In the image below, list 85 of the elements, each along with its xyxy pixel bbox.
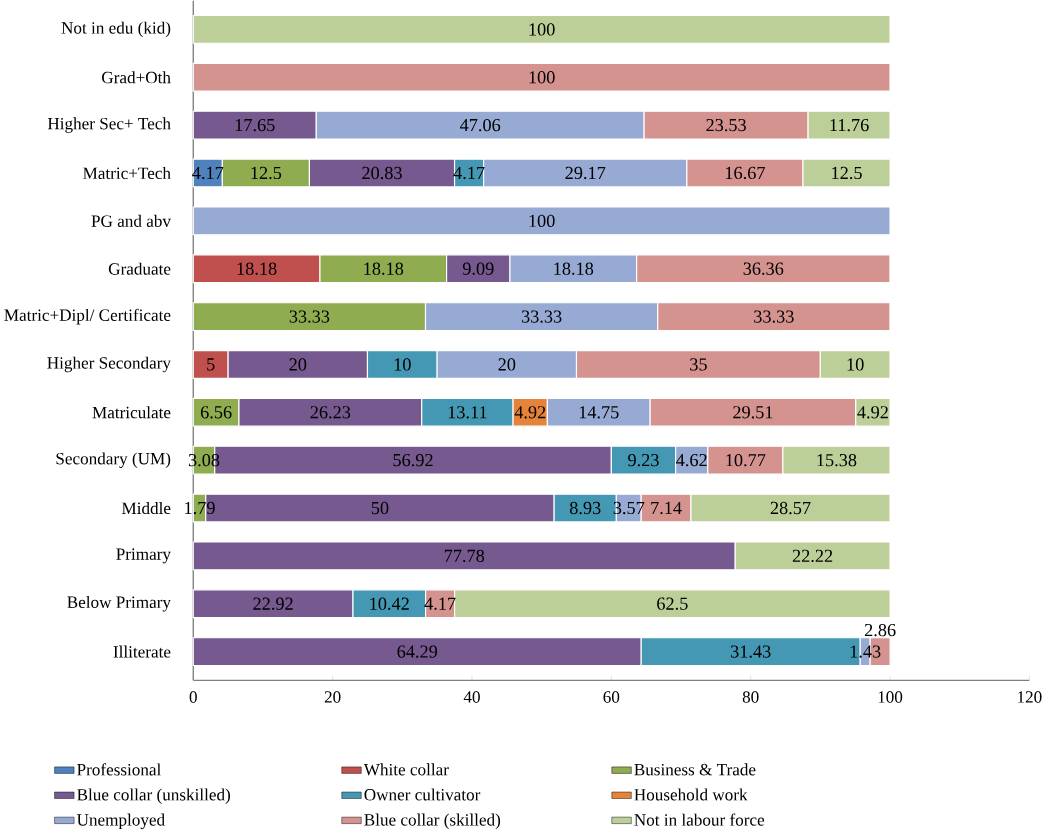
x-tick-label: 20 [324, 691, 341, 703]
data-label: 13.11 [448, 406, 487, 419]
x-tick-label: 0 [189, 691, 197, 703]
data-label: 17.65 [235, 119, 275, 132]
y-tick-label: Grad+Oth [102, 71, 171, 84]
data-label: 33.33 [521, 310, 562, 323]
data-label: 26.23 [310, 406, 351, 419]
y-tick-label: Matriculate [92, 406, 171, 419]
data-label: 5 [207, 358, 215, 371]
data-label: 100 [529, 214, 555, 228]
legend-label: Professional [77, 763, 161, 776]
y-tick-label: Secondary (UM) [56, 452, 171, 469]
data-label: 28.57 [770, 501, 811, 515]
data-label: 22.22 [792, 549, 833, 563]
x-tick-label: 80 [742, 691, 759, 703]
data-label: 20 [289, 358, 307, 371]
data-label: 15.38 [817, 454, 857, 467]
data-label: 64.29 [397, 645, 438, 658]
data-label: 62.5 [657, 597, 688, 610]
x-tick-label: 120 [1018, 691, 1042, 703]
legend-label: Business & Trade [634, 763, 756, 776]
bar [192, 15, 891, 44]
data-label: 31.43 [731, 645, 771, 658]
data-label: 100 [529, 23, 555, 36]
data-label: 4.92 [857, 406, 888, 419]
y-tick-label: Illiterate [113, 645, 171, 658]
data-label: 3.57 [613, 501, 645, 515]
data-label: 12.5 [832, 166, 862, 180]
x-tick-label: 40 [463, 691, 480, 703]
data-label: 8.93 [569, 501, 601, 515]
data-label: 10.77 [726, 454, 766, 467]
data-label: 4.92 [514, 406, 546, 419]
data-label: 9.09 [462, 262, 494, 276]
data-label: 23.53 [706, 119, 746, 132]
data-label: 4.62 [676, 454, 707, 467]
data-label: 2.86 [864, 624, 896, 637]
data-label: 29.51 [733, 406, 773, 419]
y-tick-label: PG and abv [91, 214, 171, 227]
data-label: 12.5 [251, 166, 282, 180]
data-label: 36.36 [743, 262, 784, 275]
y-tick-label: Higher Secondary [47, 356, 171, 373]
data-label: 1.43 [850, 645, 881, 658]
bar [192, 206, 891, 236]
data-label: 9.23 [628, 454, 659, 467]
data-label: 22.92 [253, 597, 293, 610]
y-tick-label: Matric+Tech [83, 167, 171, 180]
data-label: 100 [529, 71, 555, 84]
bar [192, 62, 891, 92]
data-label: 35 [690, 358, 707, 371]
data-label: 20 [498, 358, 516, 371]
x-tick-label: 100 [878, 691, 903, 703]
legend-label: Unemployed [76, 813, 165, 830]
data-label: 33.33 [289, 310, 330, 323]
data-label: 18.18 [364, 262, 404, 276]
legend-label: Blue collar (skilled) [364, 813, 501, 830]
y-tick-label: Higher Sec+ Tech [47, 117, 171, 134]
data-label: 18.18 [237, 262, 277, 276]
y-tick-label: Not in edu (kid) [61, 21, 171, 38]
data-label: 10 [394, 358, 411, 371]
data-label: 29.17 [565, 166, 606, 180]
data-label: 77.78 [444, 549, 485, 563]
data-label: 18.18 [554, 262, 594, 276]
data-label: 50 [371, 501, 389, 515]
data-label: 11.76 [830, 119, 869, 132]
y-tick-label: Below Primary [67, 596, 171, 612]
data-label: 14.75 [579, 406, 619, 419]
data-label: 7.14 [651, 501, 682, 515]
legend-label: Owner cultivator [364, 788, 481, 801]
x-tick-label: 60 [603, 691, 620, 703]
y-tick-label: Primary [116, 548, 171, 564]
data-label: 16.67 [725, 166, 765, 180]
data-label: 6.56 [200, 406, 232, 419]
legend-label: White collar [363, 763, 449, 776]
legend-label: Household work [634, 788, 748, 801]
data-label: 33.33 [754, 310, 794, 323]
data-label: 10 [847, 358, 864, 371]
y-tick-label: Matric+Dipl/ Certificate [4, 308, 171, 325]
legend-label: Blue collar (unskilled) [77, 788, 230, 805]
y-tick-label: Graduate [108, 262, 171, 275]
data-label: 47.06 [459, 119, 501, 132]
data-label: 56.92 [393, 454, 433, 467]
data-label: 20.83 [362, 166, 402, 180]
data-label: 10.42 [370, 597, 409, 611]
legend-label: Not in labour force [634, 813, 765, 826]
y-tick-label: Middle [121, 502, 171, 515]
